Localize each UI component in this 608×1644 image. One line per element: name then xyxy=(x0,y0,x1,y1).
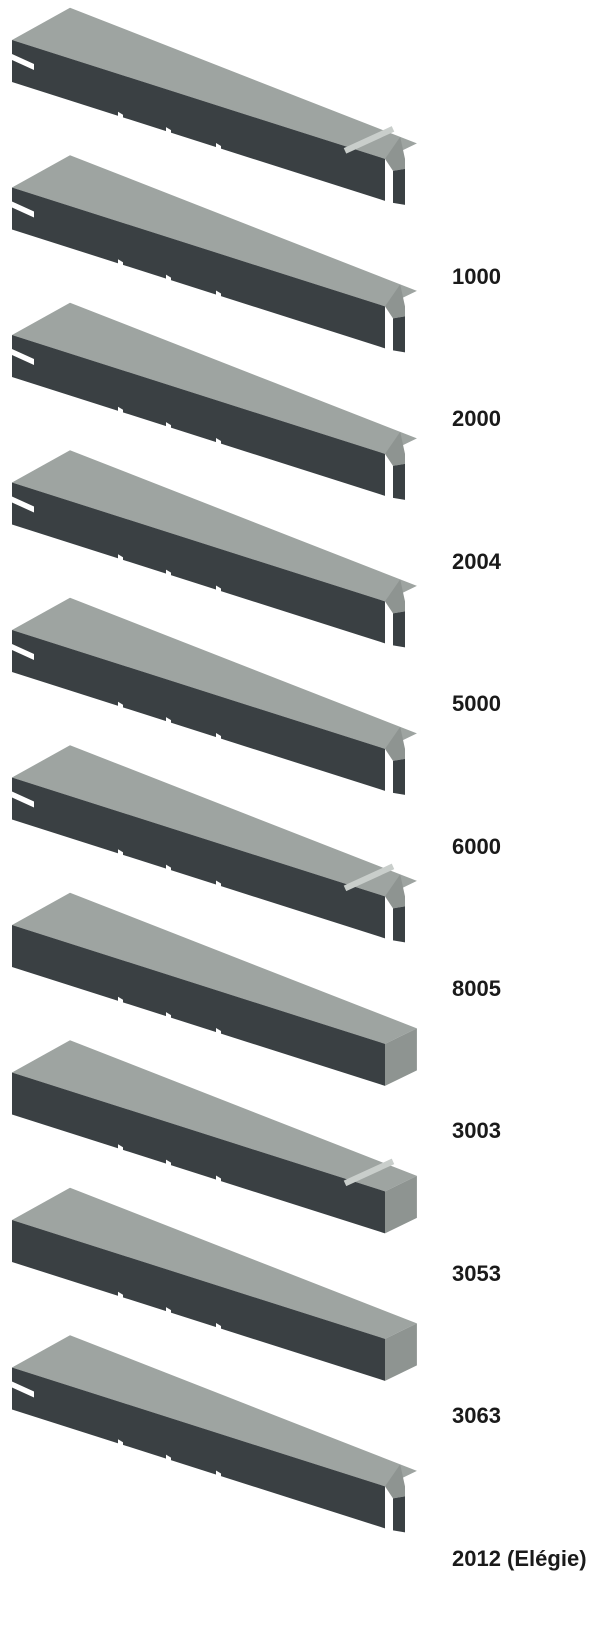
plank-notch xyxy=(118,996,123,1013)
profile-code-label: 2000 xyxy=(452,406,501,432)
plank-5000 xyxy=(12,450,417,648)
plank-top-face xyxy=(12,302,417,454)
plank-side-face xyxy=(12,335,385,496)
plank-top-face xyxy=(12,892,417,1044)
plank-notch xyxy=(216,880,221,897)
plank-tongue-side xyxy=(393,1496,405,1533)
profile-code-label: 5000 xyxy=(452,691,501,717)
plank-1000 xyxy=(12,7,417,205)
plank-groove xyxy=(12,349,34,365)
plank-notch xyxy=(216,143,221,160)
plank-tongue-side xyxy=(393,758,405,795)
plank-notch xyxy=(216,1323,221,1340)
plank-notch xyxy=(118,554,123,571)
plank-top-face xyxy=(12,155,417,307)
plank-edge-step xyxy=(385,1464,405,1499)
profile-code-label: 8005 xyxy=(452,976,501,1001)
plank-end-face xyxy=(385,1175,417,1234)
plank-side-face xyxy=(12,777,385,939)
plank-edge-step xyxy=(385,579,405,614)
plank-side-face xyxy=(12,925,385,1086)
plank-tongue-side xyxy=(393,906,405,943)
plank-groove xyxy=(12,644,34,660)
plank-edge-step xyxy=(385,874,405,909)
plank-side-face xyxy=(12,630,385,791)
plank-tongue-side xyxy=(393,316,405,353)
plank-groove xyxy=(12,201,34,218)
plank-notch xyxy=(166,569,171,586)
plank-groove xyxy=(12,1381,34,1398)
plank-notch xyxy=(166,1307,171,1324)
plank-notch xyxy=(216,1175,221,1192)
plank-groove xyxy=(12,791,34,808)
plank-notch xyxy=(216,290,221,307)
plank-2004 xyxy=(12,302,417,500)
plank-notch xyxy=(216,733,221,750)
plank-notch xyxy=(118,259,123,276)
plank-8005 xyxy=(12,745,417,943)
plank-notch xyxy=(118,849,123,866)
plank-side-face xyxy=(12,482,385,644)
profile-code-label: 6000 xyxy=(452,833,501,859)
plank-side-face xyxy=(12,187,385,349)
plank-top-face xyxy=(12,7,417,159)
plank-notch xyxy=(118,701,123,718)
plank-3063 xyxy=(12,1187,417,1381)
plank-edge-step xyxy=(385,726,405,761)
plank-notch xyxy=(166,1012,171,1029)
plank-3053 xyxy=(12,1040,417,1234)
profile-code-label: 3003 xyxy=(452,1118,501,1144)
plank-edge-highlight xyxy=(343,863,395,892)
plank-tongue-side xyxy=(393,168,405,205)
plank-top-face xyxy=(12,745,417,897)
plank-notch xyxy=(118,1291,123,1308)
plank-edge-highlight xyxy=(343,126,395,154)
plank-side-face xyxy=(12,1072,385,1234)
plank-edge-step xyxy=(385,284,405,319)
plank-groove xyxy=(12,496,34,513)
profile-code-label: 2004 xyxy=(452,548,501,574)
plank-edge-highlight xyxy=(343,1158,395,1187)
plank-notch xyxy=(118,1439,123,1456)
plank-top-face xyxy=(12,450,417,602)
plank-notch xyxy=(166,864,171,881)
plank-end-face xyxy=(385,1028,417,1086)
plank-notch xyxy=(166,422,171,439)
plank-notch xyxy=(216,1028,221,1045)
plank-2000 xyxy=(12,155,417,353)
plank-notch xyxy=(118,406,123,423)
profile-code-label: 3053 xyxy=(452,1260,501,1286)
plank-notch xyxy=(216,1470,221,1487)
plank-side-face xyxy=(12,1367,385,1529)
plank-notch xyxy=(166,274,171,291)
plank-notch xyxy=(216,585,221,602)
profile-code-label: 3063 xyxy=(452,1403,501,1429)
plank-top-face xyxy=(12,1335,417,1487)
plank-notch xyxy=(166,1454,171,1471)
plank-top-face xyxy=(12,1187,417,1339)
plank-side-face xyxy=(12,40,385,201)
plank-3003 xyxy=(12,892,417,1086)
plank-notch xyxy=(166,1159,171,1176)
plank-notch xyxy=(166,717,171,734)
plank-notch xyxy=(118,111,123,128)
plank-6000 xyxy=(12,597,417,795)
plank-notch xyxy=(216,438,221,455)
plank-end-face xyxy=(385,1323,417,1381)
plank-edge-step xyxy=(385,431,405,466)
plank-top-face xyxy=(12,597,417,749)
plank-notch xyxy=(166,127,171,144)
plank-edge-step xyxy=(385,136,405,171)
profile-code-label: 1000 xyxy=(452,264,501,289)
plank-tongue-side xyxy=(393,611,405,648)
profile-code-label: 2012 (Elégie) xyxy=(452,1545,587,1571)
plank-2012-el-gie- xyxy=(12,1335,417,1533)
plank-groove xyxy=(12,54,34,70)
plank-side-face xyxy=(12,1220,385,1381)
plank-tongue-side xyxy=(393,463,405,500)
plank-notch xyxy=(118,1144,123,1161)
plank-top-face xyxy=(12,1040,417,1192)
